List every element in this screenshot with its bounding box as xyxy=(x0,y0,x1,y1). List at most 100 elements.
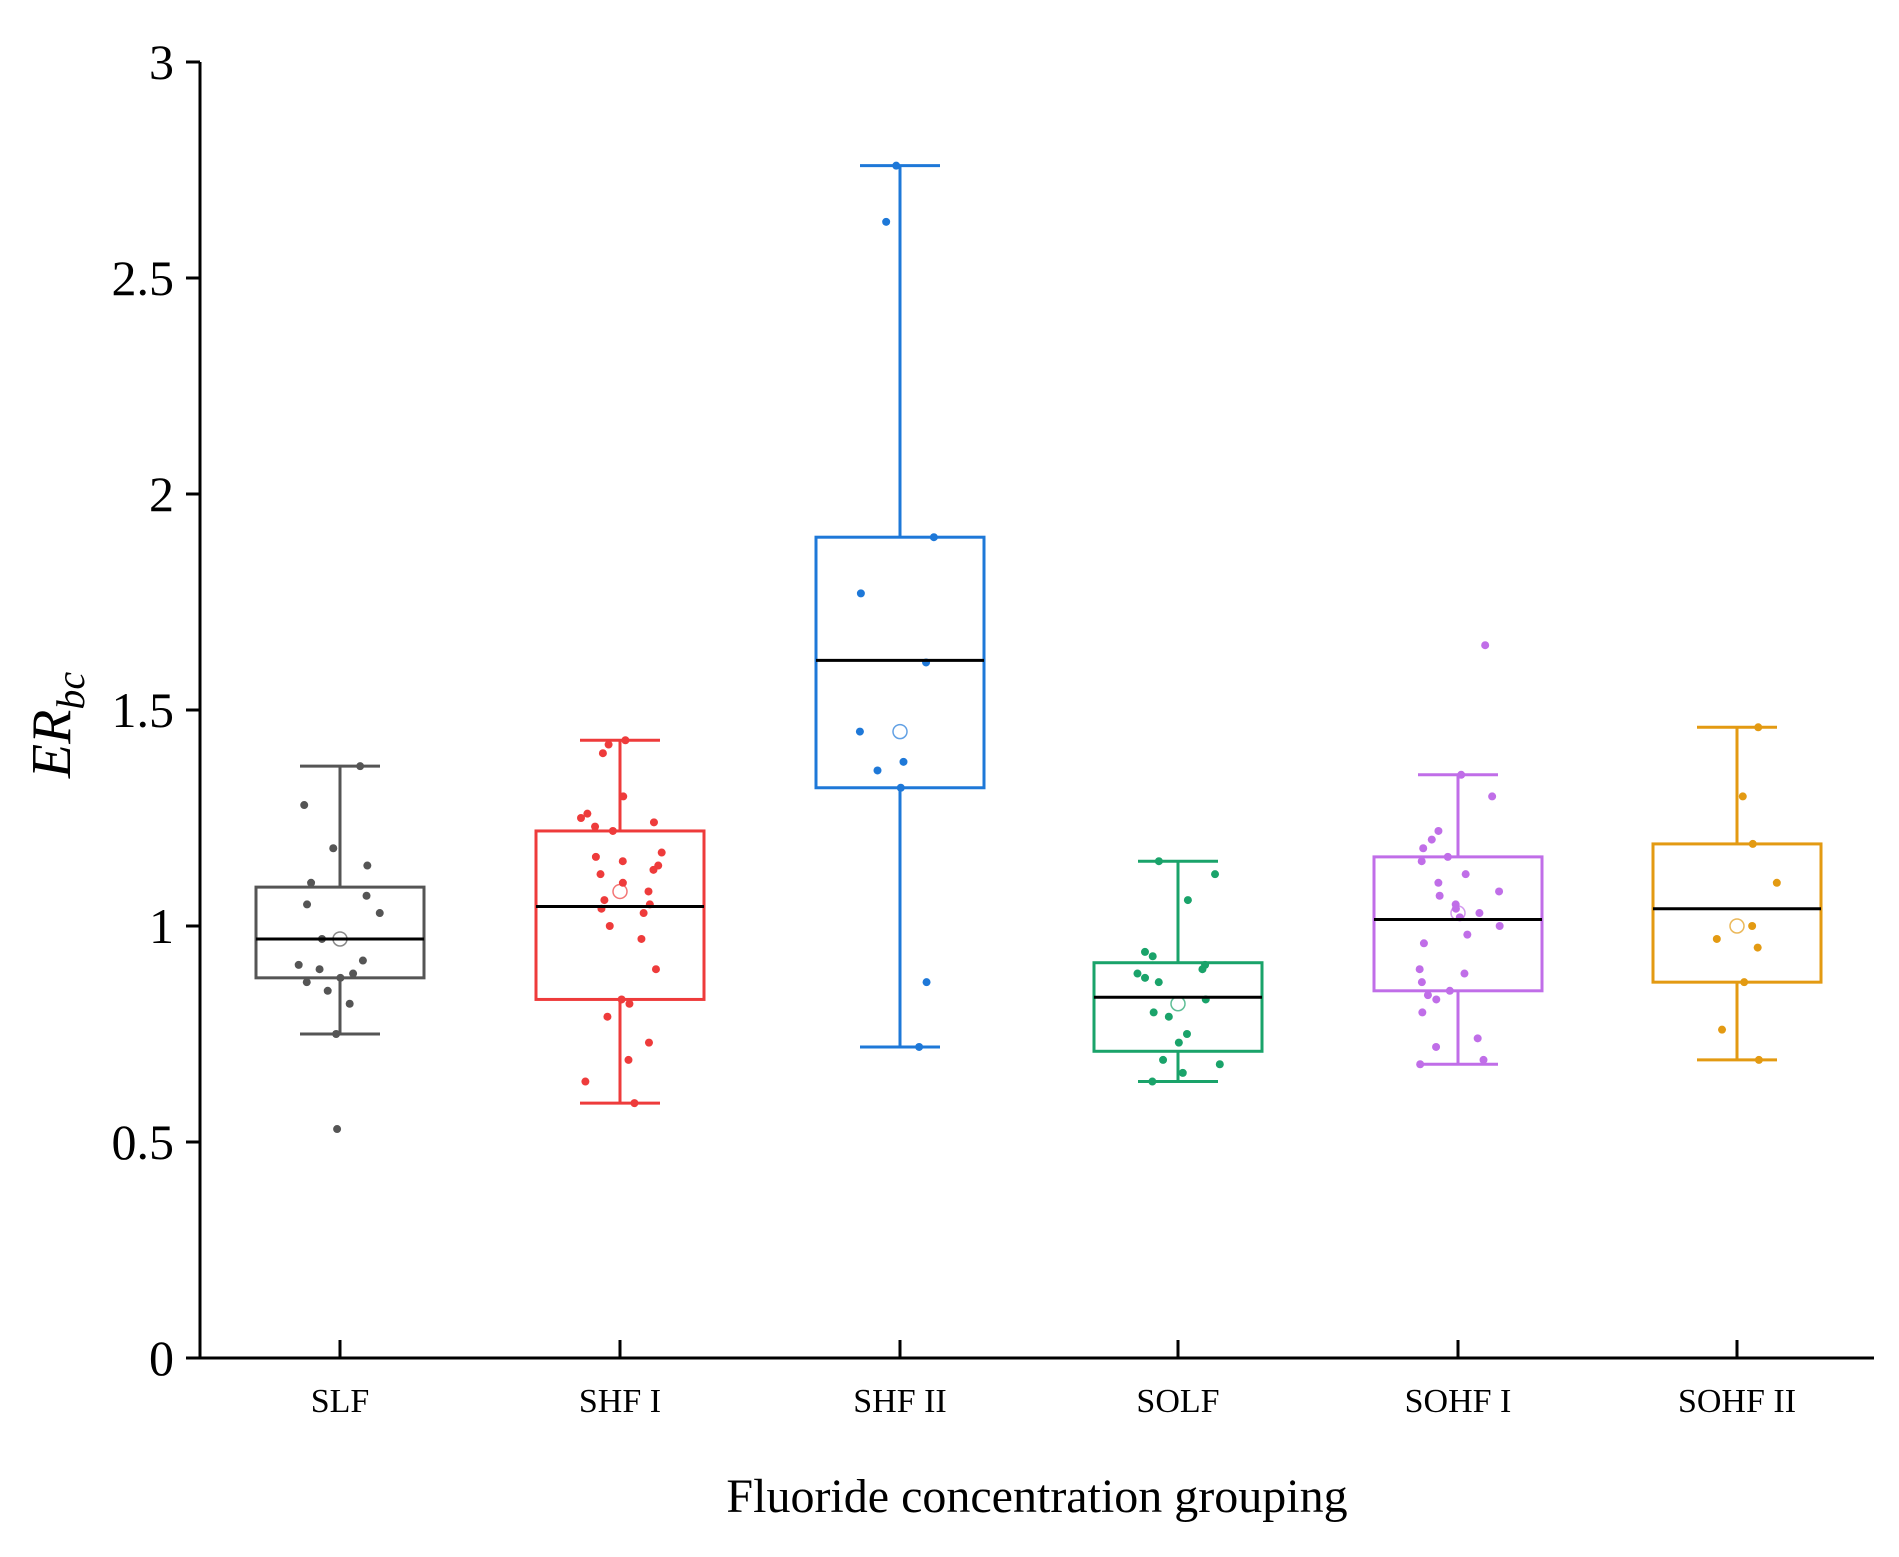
data-point xyxy=(1174,1038,1183,1047)
data-point xyxy=(651,965,660,974)
data-point xyxy=(1140,947,1149,956)
data-point xyxy=(356,762,365,771)
data-point xyxy=(591,852,600,861)
data-point xyxy=(303,900,312,909)
iqr-box xyxy=(814,535,986,790)
data-point xyxy=(617,995,626,1004)
data-point xyxy=(336,973,345,982)
data-point xyxy=(873,766,882,775)
data-point xyxy=(882,217,891,226)
data-point xyxy=(1772,878,1781,887)
data-point xyxy=(591,822,600,831)
data-point xyxy=(618,857,627,866)
data-point xyxy=(1198,965,1207,974)
data-point xyxy=(315,965,324,974)
y-axis-label-main: ER xyxy=(21,710,83,779)
y-axis-label: ERbc xyxy=(21,672,93,779)
mean-marker xyxy=(1170,996,1186,1012)
y-tick-label: 0.5 xyxy=(112,1114,175,1170)
iqr-box xyxy=(1092,961,1264,1053)
data-point xyxy=(1495,887,1504,896)
data-point xyxy=(1718,1025,1727,1034)
iqr-box xyxy=(1372,855,1544,993)
mean-marker xyxy=(1729,918,1745,934)
data-point xyxy=(302,978,311,987)
data-point xyxy=(929,533,938,542)
x-tick-label: SOLF xyxy=(1136,1383,1219,1420)
data-point xyxy=(332,1030,341,1038)
data-point xyxy=(1427,835,1436,844)
data-point xyxy=(1434,878,1443,887)
y-tick-label: 1 xyxy=(149,898,174,954)
x-tick-label: SOHF II xyxy=(1678,1383,1796,1420)
data-point xyxy=(605,922,614,930)
data-point xyxy=(1154,857,1163,866)
data-point xyxy=(1443,852,1452,861)
data-point xyxy=(1740,978,1749,987)
data-point xyxy=(300,801,309,810)
data-point xyxy=(1445,986,1454,995)
data-point xyxy=(577,814,586,822)
y-tick-label: 0 xyxy=(149,1330,174,1386)
x-tick-label: SOHF I xyxy=(1405,1383,1512,1420)
data-point xyxy=(1481,641,1490,650)
data-point xyxy=(329,844,338,853)
data-point xyxy=(899,757,908,766)
data-point xyxy=(596,870,605,879)
data-point xyxy=(323,986,332,995)
data-point xyxy=(1754,1055,1763,1064)
data-point xyxy=(896,783,905,792)
data-point xyxy=(1435,891,1444,900)
data-point xyxy=(1159,1055,1168,1064)
data-point xyxy=(1133,969,1142,978)
data-point xyxy=(657,848,666,857)
x-tick-label: SLF xyxy=(311,1383,370,1420)
iqr-box xyxy=(1651,842,1823,984)
data-point xyxy=(1738,792,1747,801)
data-point xyxy=(922,978,931,987)
data-point xyxy=(1712,934,1721,943)
box-series xyxy=(814,161,986,1051)
data-point xyxy=(630,1099,639,1108)
data-point xyxy=(1748,922,1757,930)
iqr-box xyxy=(534,829,706,1001)
box-series xyxy=(534,736,706,1108)
data-point xyxy=(375,909,384,918)
data-point xyxy=(855,727,864,736)
data-point xyxy=(608,826,617,835)
data-point xyxy=(1418,1008,1427,1017)
data-point xyxy=(307,878,316,887)
data-point xyxy=(1182,1030,1191,1038)
data-point xyxy=(1183,896,1192,905)
data-point xyxy=(1415,965,1424,974)
box-series xyxy=(254,762,426,1134)
data-point xyxy=(644,887,653,896)
x-tick-label: SHF I xyxy=(579,1383,661,1420)
data-point xyxy=(1215,1060,1224,1069)
data-point xyxy=(362,891,371,900)
x-tick-label: SHF II xyxy=(853,1383,947,1420)
data-point xyxy=(1457,770,1466,779)
data-point xyxy=(1754,723,1763,732)
data-point xyxy=(600,896,609,905)
data-point xyxy=(639,909,648,918)
axes xyxy=(198,62,1874,1360)
mean-marker xyxy=(612,883,628,900)
data-point xyxy=(649,818,658,827)
data-point xyxy=(1211,870,1220,879)
y-axis-label-subscript: bc xyxy=(48,672,93,710)
data-point xyxy=(294,960,303,969)
mean-marker xyxy=(892,723,908,740)
data-point xyxy=(1154,978,1163,987)
y-tick-label: 1.5 xyxy=(112,682,175,738)
data-point xyxy=(1423,991,1432,1000)
data-point xyxy=(583,809,592,818)
data-point xyxy=(1460,969,1469,978)
data-point xyxy=(604,740,613,749)
data-point xyxy=(1432,995,1441,1004)
data-point xyxy=(1148,952,1157,961)
data-point xyxy=(1434,826,1443,835)
data-point xyxy=(644,1038,653,1047)
data-point xyxy=(621,736,630,745)
